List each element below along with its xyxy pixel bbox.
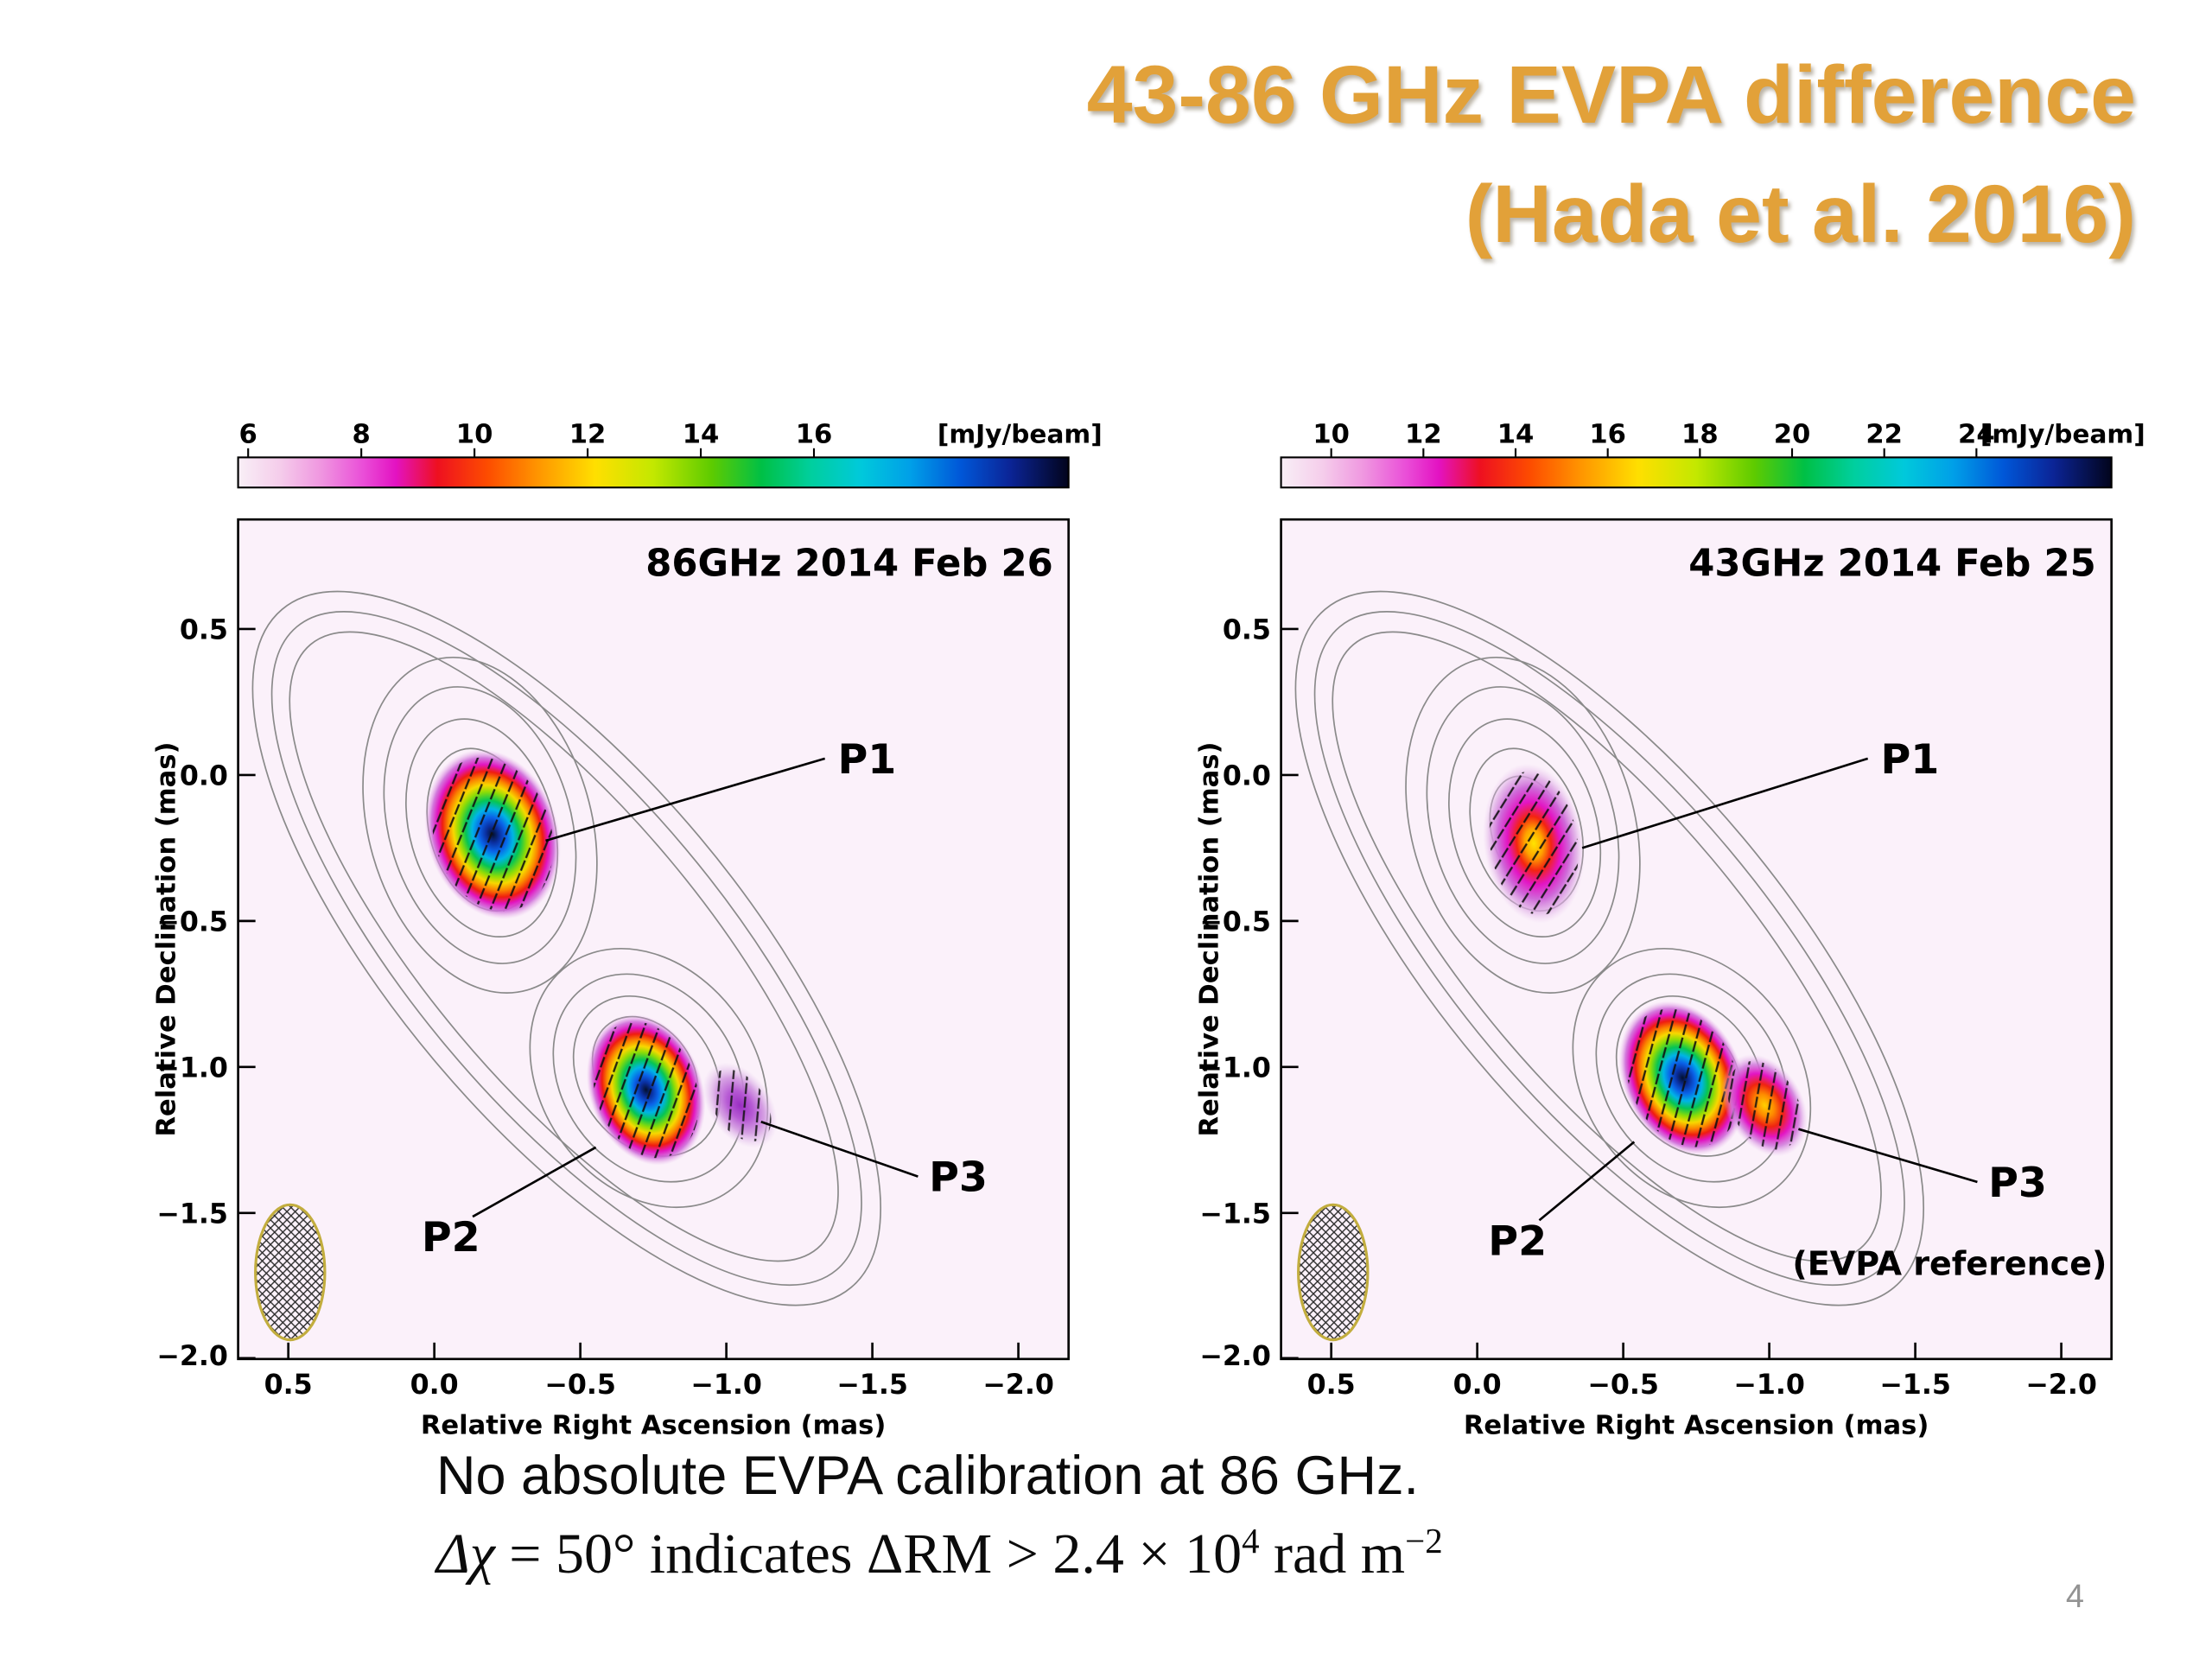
title-line1: 43-86 GHz EVPA difference xyxy=(1086,49,2136,141)
colorbar-tick: 16 xyxy=(1589,419,1626,449)
label-p2: P2 xyxy=(422,1214,480,1262)
ytick-label: −2.0 xyxy=(1199,1341,1271,1372)
x-axis-label: Relative Right Ascension (mas) xyxy=(1464,1410,1929,1440)
caption-unit-exponent: −2 xyxy=(1405,1522,1443,1560)
xtick-label: −1.5 xyxy=(836,1370,908,1401)
caption: No absolute EVPA calibration at 86 GHz. … xyxy=(436,1445,1443,1587)
colorbar-tick: 10 xyxy=(456,419,493,449)
label-p2: P2 xyxy=(1488,1217,1547,1265)
colorbar-unit: [mJy/beam] xyxy=(938,419,1103,448)
label-p3: P3 xyxy=(929,1154,988,1201)
caption-delta-chi: Δχ xyxy=(436,1522,495,1586)
caption-mid1: = 50° indicates xyxy=(494,1522,867,1586)
evpa-reference-note: (EVPA reference) xyxy=(1792,1245,2107,1283)
xtick-label: 0.5 xyxy=(264,1370,313,1401)
x-ticks xyxy=(287,1342,1020,1358)
xtick-label: −2.0 xyxy=(2025,1370,2097,1401)
colorbar-tick: 14 xyxy=(1497,419,1535,449)
xtick-label: −0.5 xyxy=(1587,1370,1659,1401)
xtick-label: −2.0 xyxy=(982,1370,1054,1401)
slide-title: 43-86 GHz EVPA difference (Hada et al. 2… xyxy=(1087,36,2136,275)
xtick-label: 0.0 xyxy=(410,1370,459,1401)
component-labels: P1 P2 P3 xyxy=(1488,736,2047,1266)
y-axis-label: Relative Declination (mas) xyxy=(1195,741,1225,1136)
colorbar-tick: 16 xyxy=(796,419,833,449)
beam-ellipse xyxy=(1297,1203,1370,1342)
map-86ghz: 6 8 10 12 14 16 [mJy/beam] xyxy=(152,419,1103,1440)
label-p3: P3 xyxy=(1988,1160,2047,1207)
colorbar-86ghz: 6 8 10 12 14 16 [mJy/beam] xyxy=(237,419,1103,489)
ytick-label: 0.0 xyxy=(1223,761,1271,792)
caption-line1: No absolute EVPA calibration at 86 GHz. xyxy=(436,1446,1419,1506)
xtick-label: −0.5 xyxy=(544,1370,616,1401)
ytick-label: 0.5 xyxy=(1223,615,1271,646)
contour-map xyxy=(251,590,882,1306)
polarization-blobs xyxy=(1483,763,1808,1157)
ytick-label: 0.5 xyxy=(180,615,228,646)
xtick-label: −1.0 xyxy=(690,1370,762,1401)
y-ticks xyxy=(1281,627,1299,1360)
colorbar-tick: 12 xyxy=(569,419,607,449)
caption-exponent: 4 xyxy=(1242,1522,1260,1560)
caption-unit: rad m xyxy=(1259,1522,1406,1586)
x-axis-label: Relative Right Ascension (mas) xyxy=(421,1410,887,1440)
colorbar-tick: 18 xyxy=(1681,419,1719,449)
ytick-label: −0.5 xyxy=(1199,906,1271,938)
label-p1: P1 xyxy=(837,736,896,784)
evpa-ticks-p2 xyxy=(593,1021,699,1159)
colorbar-tick: 22 xyxy=(1866,419,1903,449)
ytick-label: −1.5 xyxy=(156,1198,228,1230)
colorbar-tick: 24 xyxy=(1958,419,1995,449)
ytick-label: −1.0 xyxy=(156,1052,228,1084)
panel-86ghz: 6 8 10 12 14 16 [mJy/beam] xyxy=(151,419,1119,1464)
map-43ghz: 10 12 14 16 18 20 22 24 [mJy/beam] xyxy=(1195,419,2145,1440)
caption-delta-rm: ΔRM > 2.4 × 10 xyxy=(866,1522,1243,1586)
colorbar-tick: 20 xyxy=(1774,419,1811,449)
panel-43ghz: 10 12 14 16 18 20 22 24 [mJy/beam] xyxy=(1194,419,2162,1464)
ytick-label: 0.0 xyxy=(180,761,228,792)
title-line2: (Hada et al. 2016) xyxy=(1465,168,2136,260)
ytick-label: −0.5 xyxy=(156,906,228,938)
map-title: 86GHz 2014 Feb 26 xyxy=(645,543,1052,586)
page-number: 4 xyxy=(2065,1579,2084,1615)
evpa-ticks-p3 xyxy=(709,1069,772,1141)
xtick-label: 0.0 xyxy=(1453,1370,1502,1401)
polarization-blobs xyxy=(424,749,778,1166)
ytick-label: −2.0 xyxy=(156,1341,228,1372)
x-ticks xyxy=(1330,1342,2063,1358)
xtick-label: 0.5 xyxy=(1307,1370,1356,1401)
xtick-label: −1.5 xyxy=(1879,1370,1951,1401)
colorbar-tick: 12 xyxy=(1405,419,1442,449)
y-axis-label: Relative Declination (mas) xyxy=(152,741,182,1136)
colorbar-tick: 6 xyxy=(239,419,257,449)
map-title: 43GHz 2014 Feb 25 xyxy=(1688,543,2095,586)
evpa-ticks-p1 xyxy=(432,757,554,912)
ytick-label: −1.5 xyxy=(1199,1198,1271,1230)
colorbar-unit: [mJy/beam] xyxy=(1980,419,2145,448)
plot-area xyxy=(1280,518,2113,1361)
ytick-label: −1.0 xyxy=(1199,1052,1271,1084)
colorbar-tick: 14 xyxy=(683,419,720,449)
plot-area xyxy=(237,518,1070,1361)
colorbar-43ghz: 10 12 14 16 18 20 22 24 [mJy/beam] xyxy=(1280,419,2145,489)
evpa-ticks-p3 xyxy=(1727,1060,1802,1150)
y-ticks xyxy=(238,627,256,1360)
xtick-label: −1.0 xyxy=(1733,1370,1805,1401)
caption-math-line: Δχ = 50° indicates ΔRM > 2.4 × 104 rad m… xyxy=(436,1521,1443,1587)
component-labels: P1 P2 P3 xyxy=(422,736,988,1262)
colorbar-tick: 8 xyxy=(353,419,371,449)
colorbar-tick: 10 xyxy=(1313,419,1350,449)
beam-ellipse xyxy=(254,1203,327,1342)
label-p1: P1 xyxy=(1880,736,1939,784)
evpa-ticks-p1 xyxy=(1489,772,1579,916)
evpa-ticks-p2 xyxy=(1625,1008,1740,1147)
